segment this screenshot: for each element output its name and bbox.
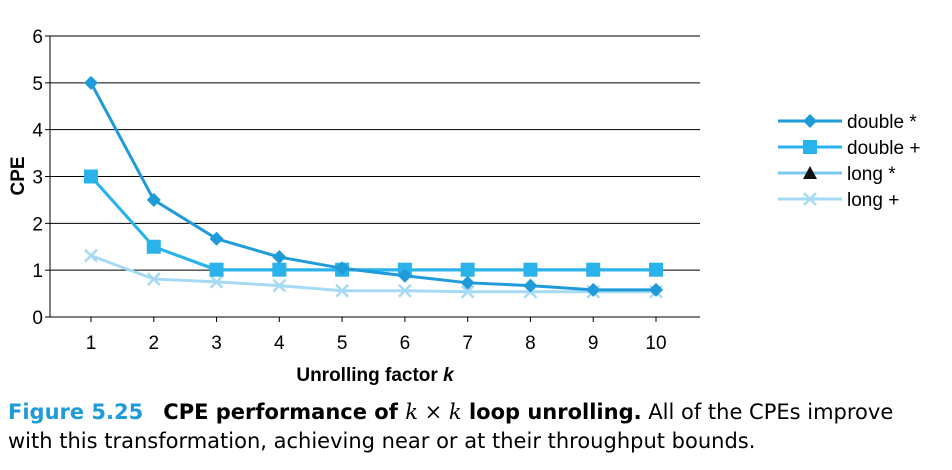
legend-label: long + [847,190,899,211]
data-point-square [146,239,161,254]
data-point-x [335,283,349,298]
x-tick-label: 8 [525,333,536,354]
math-expression: k × k [405,400,461,424]
math-k2: k [448,400,462,424]
math-k1: k [405,400,418,424]
x-stroke [803,192,817,206]
y-tick-label: 1 [32,261,43,282]
data-point-diamond [335,261,350,276]
data-point-diamond [84,75,98,90]
figure-title: CPE performance of k × k loop unrolling. [163,400,641,424]
x-tick-label: 5 [337,333,348,354]
data-point-square [649,262,663,277]
math-times: × [424,400,443,424]
x-stroke [84,248,98,263]
y-tick-label: 3 [32,168,43,189]
legend-item: long + [778,190,899,211]
y-tick-label: 2 [32,214,43,235]
y-tick-label: 0 [32,308,43,329]
x-stroke [272,278,287,293]
x-tick-label: 9 [588,333,599,354]
data-point-diamond [649,282,663,297]
data-point-diamond [146,192,161,207]
legend-item: double + [778,138,920,159]
data-point-square [523,262,538,277]
x-tick-label: 7 [462,333,473,354]
x-tick-label: 6 [400,333,411,354]
x-stroke [209,274,224,289]
data-point-x [272,278,287,293]
data-point-x [398,283,412,298]
data-point-x [803,192,817,206]
data-point-diamond [397,268,412,283]
legend-label: double + [847,138,920,159]
y-tick-label: 4 [32,121,43,142]
data-point-diamond [272,250,287,265]
data-point-diamond [803,114,817,128]
data-point-x [146,272,161,286]
gridlines [50,35,700,271]
data-point-diamond [586,282,601,297]
legend-label: double * [847,112,917,133]
data-point-square [460,262,475,277]
data-point-x [460,284,475,299]
series-line [89,175,656,272]
axes: 0 1 2 3 4 5 6 1 2 3 4 5 6 7 8 9 10 Unrolling factor k CPE [8,27,700,386]
x-stroke [398,283,412,298]
series-long [84,248,663,299]
data-point-square [586,262,601,277]
figure-number: Figure 5.25 [8,400,144,424]
data-point-square [803,140,817,154]
data-point-x [209,274,224,289]
series-line [89,82,656,292]
data-point-diamond [523,278,538,293]
data-point-diamond [209,231,224,246]
legend: double * double + long * long + [778,112,920,211]
x-tick-label: 2 [148,333,159,354]
x-tick-label: 10 [645,333,666,354]
caption-body: All of the CPEs improve with this transf… [8,400,894,453]
y-axis-label: CPE [8,156,29,195]
data-point-diamond [460,275,475,290]
y-tick-label: 5 [32,74,43,95]
series-line [90,254,656,294]
figure-caption: Figure 5.25 CPE performance of k × k loo… [8,398,943,456]
figure-title-pre: CPE performance of [163,400,398,424]
legend-label: long * [847,164,896,185]
x-tick-label: 4 [274,333,285,354]
data-point-square [272,262,287,277]
data-point-square [209,262,224,277]
x-stroke [146,272,161,286]
data-point-x [84,248,98,263]
figure-title-post: loop unrolling. [468,400,642,424]
x-stroke [335,283,349,298]
data-point-triangle [803,166,817,179]
data-series [84,75,663,299]
series-double [84,75,663,297]
legend-item: double * [778,112,917,133]
x-tick-label: 1 [86,333,97,354]
x-axis-label: Unrolling factor k [296,365,455,386]
legend-item: long * [778,164,896,185]
x-stroke [460,284,475,299]
data-point-square [84,169,98,184]
y-tick-label: 6 [32,27,43,48]
x-tick-label: 3 [211,333,222,354]
